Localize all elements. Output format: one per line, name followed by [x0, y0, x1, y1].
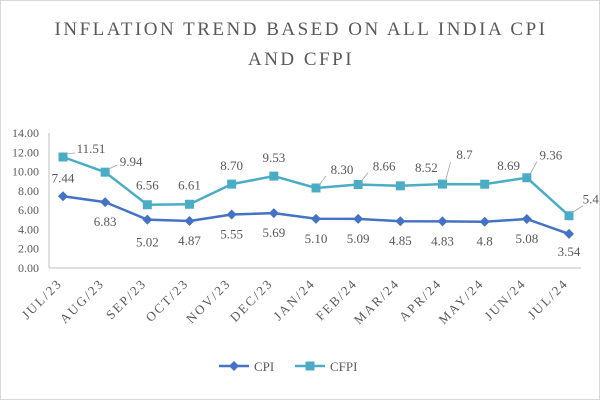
x-tick-label: JAN/24: [270, 276, 318, 324]
cfpi-data-label: 9.94: [120, 154, 143, 169]
cpi-data-label: 4.8: [477, 234, 493, 249]
cpi-data-label: 5.10: [305, 231, 328, 246]
cpi-point: [395, 216, 406, 227]
cpi-point: [100, 197, 111, 208]
y-tick-label: 10.00: [12, 165, 39, 179]
x-tick-label: AUG/23: [57, 276, 108, 327]
cpi-point: [184, 216, 195, 227]
x-tick-label: JUN/24: [481, 276, 529, 324]
cfpi-data-label: 9.53: [262, 150, 285, 165]
cpi-data-label: 3.54: [558, 244, 581, 259]
cfpi-data-label: 8.66: [373, 158, 396, 173]
chart-title: INFLATION TREND BASED ON ALL INDIA CPI A…: [1, 15, 599, 75]
cfpi-point: [269, 171, 279, 181]
cpi-data-label: 4.87: [178, 233, 201, 248]
cfpi-point: [480, 179, 490, 189]
cfpi-data-label: 11.51: [77, 141, 106, 156]
cfpi-data-label: 8.7: [456, 147, 473, 162]
y-tick-label: 6.00: [18, 203, 39, 217]
cpi-data-label: 5.02: [136, 235, 159, 250]
y-tick-label: 8.00: [18, 184, 39, 198]
x-tick-label: NOV/23: [183, 276, 234, 327]
cpi-point: [311, 213, 321, 224]
cfpi-point: [522, 173, 532, 183]
x-tick-label: DEC/23: [227, 276, 276, 325]
legend-cfpi-marker: [305, 361, 315, 371]
cpi-point: [479, 216, 490, 227]
cpi-point: [353, 213, 364, 224]
y-tick-label: 0.00: [18, 261, 39, 275]
cpi-data-label: 6.83: [94, 214, 117, 229]
cfpi-label-leader: [108, 164, 118, 170]
cfpi-point: [227, 179, 237, 189]
cpi-point: [268, 208, 279, 219]
x-tick-label: MAY/24: [435, 276, 486, 327]
x-tick-label: MAR/24: [351, 276, 403, 328]
cpi-point: [521, 214, 532, 225]
cpi-data-label: 5.55: [220, 226, 243, 241]
cfpi-data-label: 9.36: [539, 148, 562, 163]
cfpi-point: [311, 183, 321, 193]
cpi-data-label: 4.83: [431, 233, 454, 248]
cpi-point: [58, 191, 68, 202]
cfpi-data-label: 8.52: [415, 160, 438, 175]
cpi-point: [437, 216, 448, 227]
cfpi-data-label: 5.42: [583, 192, 600, 207]
cpi-data-label: 7.44: [52, 170, 75, 185]
cpi-point: [564, 228, 574, 239]
cfpi-data-label: 8.30: [331, 162, 354, 177]
legend-cpi-label: CPI: [254, 359, 274, 374]
cfpi-data-label: 8.69: [497, 158, 520, 173]
cfpi-data-label: 6.61: [178, 177, 201, 192]
cfpi-point: [564, 211, 574, 221]
cpi-data-label: 4.85: [389, 233, 412, 248]
cfpi-label-leader: [529, 161, 538, 175]
cfpi-data-label: 8.70: [220, 158, 243, 173]
cfpi-point: [100, 167, 110, 177]
legend-cpi-marker: [229, 361, 239, 371]
cfpi-data-label: 6.56: [136, 178, 159, 193]
cfpi-point: [395, 181, 405, 191]
cfpi-label-leader: [571, 205, 584, 214]
y-tick-label: 14.00: [12, 126, 39, 140]
cfpi-point: [438, 179, 447, 189]
cfpi-point: [58, 152, 68, 162]
chart-title-line-1: INFLATION TREND BASED ON ALL INDIA CPI: [54, 19, 548, 40]
cpi-data-label: 5.09: [347, 231, 370, 246]
chart-title-line-2: AND CFPI: [247, 49, 355, 70]
cpi-data-label: 5.08: [515, 231, 538, 246]
cfpi-label-leader: [65, 152, 76, 155]
cpi-point: [142, 214, 153, 225]
cpi-point: [226, 209, 237, 220]
cfpi-label-leader: [318, 175, 327, 186]
cfpi-label-leader: [445, 162, 451, 182]
legend-cfpi-label: CFPI: [330, 359, 357, 374]
x-tick-label: JUL/24: [524, 276, 571, 323]
y-tick-label: 4.00: [18, 222, 39, 236]
cfpi-point: [185, 199, 194, 209]
y-tick-label: 2.00: [18, 242, 39, 256]
cfpi-point: [142, 200, 152, 210]
y-tick-label: 12.00: [12, 145, 39, 159]
cfpi-label-leader: [360, 172, 369, 182]
cfpi-point: [353, 179, 363, 189]
cpi-data-label: 5.69: [262, 225, 285, 240]
